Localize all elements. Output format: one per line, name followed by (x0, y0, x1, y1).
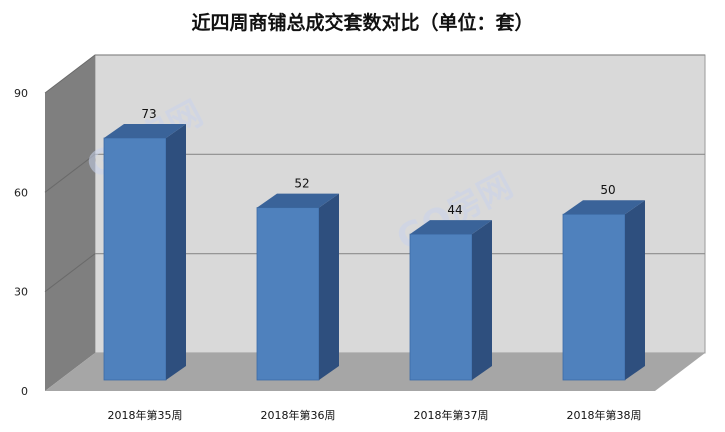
x-tick-label: 2018年第38周 (567, 408, 642, 422)
y-tick-label: 60 (14, 186, 28, 199)
gridline-side (44, 253, 96, 293)
x-axis: 2018年第35周 2018年第36周 2018年第37周 2018年第38周 (108, 408, 642, 422)
bar (409, 220, 492, 381)
bar-front (409, 233, 473, 381)
bar (256, 193, 339, 381)
bar-top (257, 193, 339, 208)
data-label: 44 (447, 203, 462, 217)
data-label: 50 (600, 183, 615, 197)
bar (103, 124, 186, 381)
bar-side (625, 200, 645, 380)
chart-title: 近四周商铺总成交套数对比（单位：套） (191, 12, 534, 34)
bar-side (472, 220, 492, 380)
gridline-side (44, 54, 96, 94)
gridline-side (44, 153, 96, 193)
bar-front (256, 207, 320, 381)
data-labels: 73 52 44 50 (141, 107, 615, 217)
bar-top (104, 124, 186, 138)
y-tick-label: 0 (21, 385, 28, 398)
x-tick-label: 2018年第37周 (414, 408, 489, 422)
y-tick-label: 90 (14, 87, 28, 100)
x-tick-label: 2018年第36周 (261, 408, 336, 422)
bar-top (563, 200, 645, 215)
bars (103, 124, 645, 381)
x-tick-label: 2018年第35周 (108, 408, 183, 422)
side-wall (45, 55, 95, 391)
bar-front (103, 137, 167, 381)
bar (562, 200, 645, 381)
data-label: 73 (141, 107, 156, 121)
bar-side (319, 193, 339, 380)
floor (45, 353, 705, 391)
data-label: 52 (294, 177, 309, 191)
y-axis: 0 30 60 90 (14, 87, 28, 398)
bar-front (562, 213, 626, 381)
bar-side (166, 124, 186, 380)
bar-top (410, 220, 492, 235)
y-tick-label: 30 (14, 286, 28, 299)
